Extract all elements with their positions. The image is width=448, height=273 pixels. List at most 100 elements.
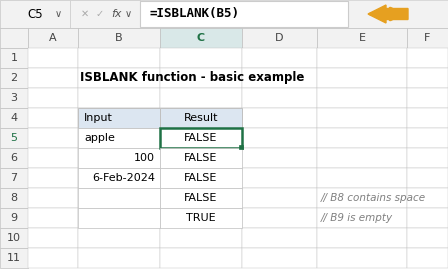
Text: 3: 3	[10, 93, 17, 103]
Text: FALSE: FALSE	[184, 133, 218, 143]
Bar	[407, 148, 448, 168]
Bar	[78, 128, 160, 148]
Text: A: A	[49, 33, 57, 43]
Bar	[407, 88, 448, 108]
Bar	[160, 188, 242, 208]
Text: C: C	[197, 33, 205, 43]
Bar	[407, 168, 448, 188]
Bar	[160, 88, 242, 108]
Bar	[317, 168, 407, 188]
Text: 6-Feb-2024: 6-Feb-2024	[92, 173, 155, 183]
Bar	[78, 128, 160, 148]
Bar	[160, 168, 242, 188]
Bar	[78, 148, 160, 168]
Bar	[78, 188, 160, 208]
Bar	[239, 145, 243, 149]
Bar	[317, 248, 407, 268]
Text: 9: 9	[10, 213, 17, 223]
Bar	[160, 128, 242, 148]
Bar	[407, 108, 448, 128]
Text: 7: 7	[10, 173, 17, 183]
Bar	[0, 28, 28, 48]
Text: FALSE: FALSE	[184, 153, 218, 163]
Bar	[0, 228, 28, 248]
Bar	[407, 28, 448, 48]
Text: ∨: ∨	[55, 9, 61, 19]
Bar	[78, 148, 160, 168]
Bar	[28, 128, 78, 148]
Bar	[317, 228, 407, 248]
Text: Input: Input	[84, 113, 113, 123]
Bar	[160, 228, 242, 248]
Text: TRUE: TRUE	[186, 213, 216, 223]
Bar	[140, 1, 348, 27]
Bar	[78, 108, 160, 128]
Bar	[242, 248, 317, 268]
Text: B: B	[115, 33, 123, 43]
Bar	[78, 68, 160, 88]
Text: ✓: ✓	[96, 9, 104, 19]
Bar	[78, 188, 160, 208]
Bar	[0, 208, 28, 228]
Text: 5: 5	[10, 133, 17, 143]
Bar	[0, 0, 70, 28]
Bar	[242, 208, 317, 228]
FancyArrow shape	[368, 5, 408, 23]
Bar	[317, 148, 407, 168]
Bar	[0, 88, 28, 108]
Text: 4: 4	[10, 113, 17, 123]
Bar	[242, 68, 317, 88]
Text: 1: 1	[10, 53, 17, 63]
Text: E: E	[358, 33, 366, 43]
Text: apple: apple	[84, 133, 115, 143]
Bar	[0, 168, 28, 188]
Bar	[0, 0, 448, 28]
Bar	[78, 28, 160, 48]
Bar	[78, 108, 160, 128]
Bar	[317, 128, 407, 148]
Bar	[160, 148, 242, 168]
Text: ISBLANK function - basic example: ISBLANK function - basic example	[80, 72, 304, 85]
Bar	[242, 108, 317, 128]
Bar	[407, 48, 448, 68]
Bar	[317, 48, 407, 68]
Bar	[160, 208, 242, 228]
Bar	[28, 248, 78, 268]
Text: ∨: ∨	[125, 9, 132, 19]
Bar	[0, 248, 28, 268]
Bar	[317, 188, 407, 208]
Bar	[78, 208, 160, 228]
Bar	[78, 228, 160, 248]
Bar	[28, 28, 78, 48]
Bar	[0, 128, 28, 148]
Text: 2: 2	[10, 73, 17, 83]
Text: // B8 contains space: // B8 contains space	[321, 193, 426, 203]
Bar	[317, 208, 407, 228]
Bar	[28, 188, 78, 208]
Text: FALSE: FALSE	[184, 173, 218, 183]
Bar	[242, 188, 317, 208]
Bar	[160, 48, 242, 68]
Text: ✕: ✕	[81, 9, 89, 19]
Bar	[78, 168, 160, 188]
Bar	[160, 108, 242, 128]
Bar	[28, 48, 78, 68]
Bar	[317, 88, 407, 108]
Bar	[160, 188, 242, 208]
Text: Result: Result	[184, 113, 218, 123]
Text: D: D	[275, 33, 284, 43]
Bar	[160, 128, 242, 148]
Text: FALSE: FALSE	[184, 193, 218, 203]
Bar	[160, 108, 242, 128]
Bar	[407, 208, 448, 228]
Bar	[70, 0, 140, 28]
Bar	[242, 168, 317, 188]
Bar	[242, 148, 317, 168]
Bar	[160, 248, 242, 268]
Bar	[160, 28, 242, 48]
Bar	[242, 88, 317, 108]
Bar	[28, 68, 78, 88]
Text: fx: fx	[112, 9, 122, 19]
Bar	[78, 48, 160, 68]
Text: 6: 6	[10, 153, 17, 163]
